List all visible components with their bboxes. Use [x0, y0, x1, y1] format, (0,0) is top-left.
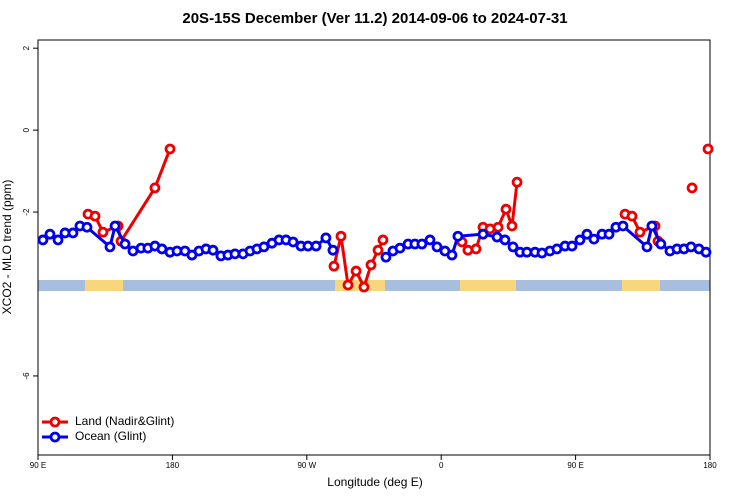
- data-point: [104, 241, 116, 253]
- x-tick-label: 90 E: [30, 461, 46, 470]
- data-point: [81, 221, 93, 233]
- data-point: [702, 143, 714, 155]
- data-point: [320, 232, 332, 244]
- legend-marker: [49, 431, 61, 443]
- y-tick-label: 2: [22, 45, 31, 50]
- data-point: [394, 242, 406, 254]
- x-tick-label: 0: [439, 461, 444, 470]
- series-line: [332, 235, 385, 292]
- data-point: [452, 230, 464, 242]
- data-point: [342, 279, 354, 291]
- data-point: [646, 220, 658, 232]
- plot-frame: [37, 39, 711, 456]
- data-point: [350, 265, 362, 277]
- data-point: [470, 243, 482, 255]
- data-point: [44, 228, 56, 240]
- x-tick-label: 90 E: [567, 461, 583, 470]
- data-point: [310, 240, 322, 252]
- data-point: [566, 240, 578, 252]
- x-tick-label: 180: [166, 461, 180, 470]
- data-point: [499, 234, 511, 246]
- data-point: [446, 249, 458, 261]
- data-point: [603, 228, 615, 240]
- y-axis-label: XCO2 - MLO trend (ppm): [0, 180, 14, 315]
- legend-label: Land (Nadir&Glint): [75, 414, 174, 428]
- data-point: [358, 281, 370, 293]
- data-point: [511, 176, 523, 188]
- data-point: [700, 246, 712, 258]
- data-point: [37, 234, 49, 246]
- data-point: [492, 221, 504, 233]
- data-point: [164, 143, 176, 155]
- land-patch: [460, 280, 516, 291]
- data-point: [655, 238, 667, 250]
- data-point: [574, 234, 586, 246]
- data-point: [380, 251, 392, 263]
- data-point: [258, 241, 270, 253]
- data-point: [477, 228, 489, 240]
- chart-title: 20S-15S December (Ver 11.2) 2014-09-06 t…: [182, 10, 567, 27]
- data-point: [52, 234, 64, 246]
- data-point: [119, 238, 131, 250]
- data-point: [581, 228, 593, 240]
- data-point: [416, 238, 428, 250]
- data-point: [500, 203, 512, 215]
- data-point: [462, 244, 474, 256]
- data-point: [506, 220, 518, 232]
- legend-label: Ocean (Glint): [75, 429, 146, 443]
- data-point: [67, 227, 79, 239]
- land-patch: [85, 280, 123, 291]
- data-point: [588, 233, 600, 245]
- data-point: [97, 226, 109, 238]
- data-point: [327, 244, 339, 256]
- data-point: [328, 260, 340, 272]
- data-point: [287, 236, 299, 248]
- data-point: [431, 241, 443, 253]
- land-patch: [622, 280, 660, 291]
- x-tick-label: 90 W: [297, 461, 316, 470]
- data-point: [641, 241, 653, 253]
- series-line: [87, 148, 172, 246]
- data-point: [686, 182, 698, 194]
- data-point: [377, 234, 389, 246]
- data-point: [626, 210, 638, 222]
- data-point: [617, 220, 629, 232]
- data-point: [372, 244, 384, 256]
- x-axis-label: Longitude (deg E): [327, 475, 422, 489]
- data-point: [109, 220, 121, 232]
- x-tick-label: 180: [703, 461, 717, 470]
- legend-marker: [49, 416, 61, 428]
- y-tick-label: -2: [22, 208, 31, 216]
- y-tick-label: -6: [22, 372, 31, 380]
- data-point: [424, 234, 436, 246]
- surface-strip: [38, 280, 710, 291]
- data-point: [207, 244, 219, 256]
- data-point: [335, 230, 347, 242]
- data-point: [149, 182, 161, 194]
- data-point: [634, 226, 646, 238]
- data-point: [365, 259, 377, 271]
- data-point: [507, 241, 519, 253]
- y-tick-label: 0: [22, 127, 31, 132]
- data-point: [89, 210, 101, 222]
